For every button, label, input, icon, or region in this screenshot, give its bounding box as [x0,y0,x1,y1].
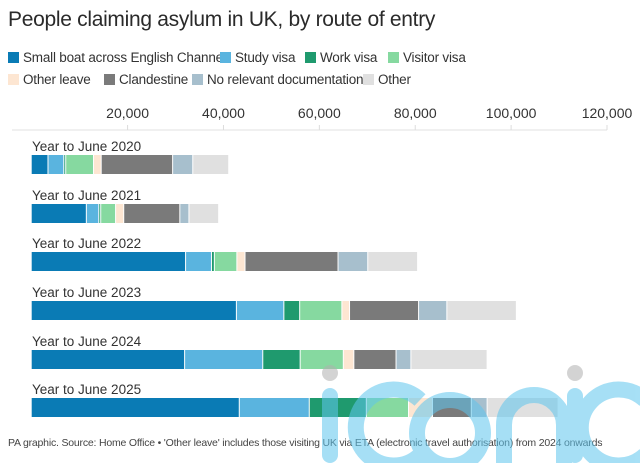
bar-segment-study-visa [236,301,284,320]
legend-swatch-clandestine [104,73,115,85]
bar-segment-other [487,398,558,417]
bar-segment-other [411,350,487,369]
bar-segment-other-leave [342,301,350,320]
legend-item-other: Other [363,70,411,88]
bar-segment-other-leave [237,252,245,271]
legend-item-clandestine: Clandestine [104,70,188,88]
bar-row: Year to June 2021 [31,188,219,223]
bar-segment-study-visa [185,350,263,369]
bar-row: Year to June 2025 [31,382,558,417]
bar-segment-visitor-visa [214,252,237,271]
row-label: Year to June 2024 [32,334,142,349]
legend-label-small-boat: Small boat across English Channel [23,49,226,65]
bar-segment-clandestine [432,398,471,417]
legend-item-other-leave: Other leave [8,70,91,88]
legend-swatch-other-leave [8,73,19,85]
bar-segment-clandestine [245,252,338,271]
bar-segment-other-leave [409,398,432,417]
legend-label-work-visa: Work visa [320,49,378,65]
legend-item-small-boat: Small boat across English Channel [8,48,226,66]
bar-segment-no-relevant-documentation [419,301,447,320]
bar-segment-visitor-visa [66,155,94,174]
x-tick-label: 60,000 [298,105,341,121]
bar-segment-small-boat-across-english-channel [31,301,236,320]
bar-segment-work-visa [263,350,300,369]
bar-row: Year to June 2023 [31,285,516,320]
chart-footer-source: PA graphic. Source: Home Office • 'Other… [8,437,603,449]
bar-segment-work-visa [211,252,214,271]
bar-segment-visitor-visa [101,204,116,223]
bar-segment-visitor-visa [366,398,409,417]
legend-label-visitor-visa: Visitor visa [403,49,466,65]
bar-segment-study-visa [48,155,64,174]
bar-segment-no-relevant-documentation [338,252,368,271]
bar-segment-other [189,204,219,223]
bar-segment-small-boat-across-english-channel [31,252,186,271]
bar-segment-study-visa [239,398,309,417]
bar-segment-visitor-visa [300,350,343,369]
x-tick-label: 40,000 [202,105,245,121]
legend-swatch-work-visa [305,51,316,63]
bar-segment-clandestine [354,350,396,369]
bar-segment-work-visa [309,398,366,417]
bar-segment-other [368,252,418,271]
bar-segment-study-visa [86,204,99,223]
bar-segment-other [193,155,229,174]
legend-label-other-leave: Other leave [23,71,91,87]
bar-segment-work-visa [99,204,101,223]
row-label: Year to June 2020 [32,139,141,154]
row-label: Year to June 2025 [32,382,141,397]
bar-segment-clandestine [124,204,180,223]
bar-segment-visitor-visa [300,301,342,320]
bar-segment-clandestine [101,155,173,174]
bar-segment-other-leave [94,155,101,174]
bar-segment-no-relevant-documentation [173,155,193,174]
x-axis: 20,000 40,000 60,000 80,000 100,000 120,000 [12,105,633,131]
legend-swatch-no-relevant-documentation [192,73,203,85]
legend-label-study-visa: Study visa [235,49,296,65]
bar-segment-no-relevant-documentation [396,350,411,369]
bar-segment-other [447,301,516,320]
bar-segment-no-relevant-documentation [471,398,487,417]
bar-segment-no-relevant-documentation [180,204,189,223]
bar-segment-other-leave [343,350,354,369]
x-tick-label: 100,000 [486,105,537,121]
bar-segment-small-boat-across-english-channel [31,350,185,369]
legend-swatch-other [363,73,374,85]
chart-title: People claiming asylum in UK, by route o… [8,8,436,31]
bar-segment-clandestine [350,301,419,320]
legend-label-no-relevant-documentation: No relevant documentation [207,71,364,87]
row-label: Year to June 2022 [32,236,141,251]
bar-segment-study-visa [186,252,211,271]
row-label: Year to June 2021 [32,188,141,203]
legend-swatch-small-boat [8,51,19,63]
legend-swatch-visitor-visa [388,51,399,63]
bar-row: Year to June 2024 [31,334,487,369]
row-label: Year to June 2023 [32,285,141,300]
legend-item-study-visa: Study visa [220,48,295,66]
bar-row: Year to June 2020 [31,139,229,174]
bar-row: Year to June 2022 [31,236,418,271]
legend-item-no-relevant-documentation: No relevant documentation [192,70,364,88]
bar-segment-small-boat-across-english-channel [31,155,48,174]
bar-rows: Year to June 2020 Year to June 2021 Year t… [31,139,558,417]
x-tick-label: 80,000 [394,105,437,121]
bar-segment-other-leave [116,204,124,223]
bar-segment-small-boat-across-english-channel [31,398,239,417]
x-tick-label: 120,000 [582,105,633,121]
legend-swatch-study-visa [220,51,231,63]
bar-segment-small-boat-across-english-channel [31,204,86,223]
legend-item-work-visa: Work visa [305,48,377,66]
bar-segment-work-visa [64,155,66,174]
bar-segment-work-visa [284,301,300,320]
legend-label-clandestine: Clandestine [119,71,189,87]
legend-label-other: Other [378,71,411,87]
x-tick-label: 20,000 [106,105,149,121]
legend-item-visitor-visa: Visitor visa [388,48,466,66]
